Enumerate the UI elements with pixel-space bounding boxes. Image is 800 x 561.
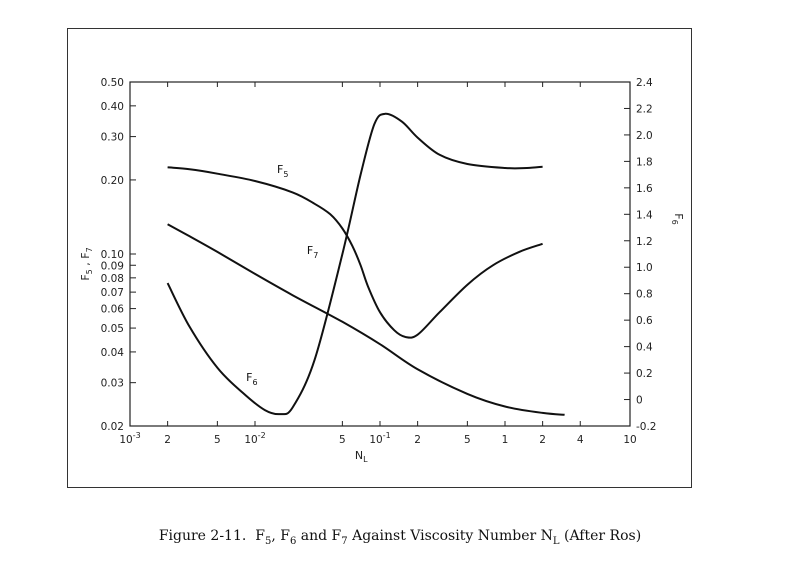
y-left-tick-label: 0.10 bbox=[101, 249, 124, 261]
y-left-title-subscript: 7 bbox=[85, 247, 94, 252]
y-left-tick-label: 0.09 bbox=[101, 260, 124, 272]
y-left-tick-label: 0.03 bbox=[101, 378, 124, 390]
series-label-subscript: 7 bbox=[313, 251, 318, 260]
x-tick-label: 10-2 bbox=[244, 431, 265, 446]
series-label-subscript: 6 bbox=[253, 378, 258, 387]
x-tick-label: 10-1 bbox=[369, 431, 390, 446]
x-tick-exponent: -1 bbox=[383, 431, 391, 440]
y-left-tick-label: 0.05 bbox=[101, 323, 124, 335]
x-tick-label: 10 bbox=[623, 434, 636, 446]
series-f7-line bbox=[167, 223, 565, 416]
series-f7-label: F7 bbox=[307, 244, 318, 260]
y-left-axis-title: F5 , F7 bbox=[79, 247, 94, 280]
series-f5-line bbox=[167, 166, 543, 339]
caption-subscript: 6 bbox=[289, 535, 297, 547]
figure-caption: Figure 2-11. F5, F6 and F7 Against Visco… bbox=[0, 528, 800, 547]
series-label-text: F bbox=[246, 371, 252, 384]
caption-text: F bbox=[255, 528, 265, 544]
y-right-tick-label: 0.4 bbox=[636, 342, 653, 354]
caption-text: and F bbox=[296, 528, 342, 544]
x-tick-label: 2 bbox=[539, 434, 546, 446]
chart: 10-3 2 5 10-2 5 10-1 2 5 1 2 4 10 0.02 0.03 0.04 0.05 0.… bbox=[79, 77, 685, 464]
y-left-title-text: , F bbox=[79, 252, 92, 269]
y-right-title-subscript: 6 bbox=[670, 220, 679, 225]
y-left-tick-label: 0.30 bbox=[101, 132, 124, 144]
y-left-tick-label: 0.06 bbox=[101, 304, 125, 316]
y-right-tick-label: 2.0 bbox=[636, 130, 653, 142]
x-axis-title-subscript: L bbox=[363, 455, 368, 464]
y-left-tick-label: 0.04 bbox=[101, 347, 125, 359]
y-left-tick-label: 0.40 bbox=[101, 101, 124, 113]
x-tick-label: 2 bbox=[164, 434, 171, 446]
y-left-tick-label: 0.50 bbox=[101, 77, 124, 89]
x-tick-label: 4 bbox=[577, 434, 584, 446]
x-tick-label: 1 bbox=[502, 434, 509, 446]
x-tick-label: 2 bbox=[414, 434, 421, 446]
y-right-title-text: F bbox=[672, 213, 685, 219]
y-right-tick-label: 0.6 bbox=[636, 315, 653, 327]
y-right-tick-label: 0.2 bbox=[636, 368, 653, 380]
x-tick-label: 5 bbox=[464, 434, 471, 446]
y-right-tick-label: 1.0 bbox=[636, 262, 653, 274]
y-left-tick-label: 0.07 bbox=[101, 287, 124, 299]
caption-prefix: Figure 2-11. bbox=[158, 528, 247, 544]
y-right-tick-label: 1.8 bbox=[636, 156, 653, 168]
caption-subscript: L bbox=[552, 535, 560, 547]
y-right-tick-label: 1.6 bbox=[636, 183, 653, 195]
caption-subscript: 5 bbox=[264, 535, 272, 547]
series-label-text: F bbox=[277, 163, 283, 176]
caption-body: F5, F6 and F7 Against Viscosity Number N… bbox=[255, 528, 642, 547]
y-left-tick-label: 0.08 bbox=[101, 273, 124, 285]
y-left-title-text: F bbox=[79, 274, 92, 280]
y-left-tick-label: 0.02 bbox=[101, 421, 124, 433]
y-right-tick-label: 2.2 bbox=[636, 103, 653, 115]
y-left-tick-label: 0.20 bbox=[101, 175, 124, 187]
x-tick-label: 5 bbox=[339, 434, 346, 446]
y-right-axis-title: F6 bbox=[670, 213, 685, 224]
plot-area bbox=[129, 81, 631, 427]
y-right-tick-label: 2.4 bbox=[636, 77, 653, 89]
caption-subscript: 7 bbox=[341, 535, 348, 547]
series-f6-label: F6 bbox=[246, 371, 257, 387]
caption-text: Against Viscosity Number N bbox=[347, 528, 553, 544]
y-right-tick-label: 1.4 bbox=[636, 209, 653, 221]
x-axis-title: NL bbox=[355, 449, 368, 464]
y-left-title-subscript: 5 bbox=[85, 269, 94, 274]
caption-text: , F bbox=[271, 528, 290, 544]
y-right-tick-label: -0.2 bbox=[636, 421, 657, 433]
x-tick-exponent: -3 bbox=[133, 431, 141, 440]
y-right-tick-label: 1.2 bbox=[636, 236, 653, 248]
caption-text: (After Ros) bbox=[559, 528, 642, 544]
series-f5-label: F5 bbox=[277, 163, 288, 179]
series-f6-line bbox=[166, 112, 543, 416]
y-right-tick-label: 0 bbox=[636, 395, 643, 407]
x-tick-label: 10-3 bbox=[119, 431, 140, 446]
figure-frame: 10-3 2 5 10-2 5 10-1 2 5 1 2 4 10 0.02 0.03 0.04 0.05 0.… bbox=[67, 28, 692, 488]
series-label-subscript: 5 bbox=[283, 170, 288, 179]
x-tick-label: 5 bbox=[214, 434, 221, 446]
y-right-tick-label: 0.8 bbox=[636, 289, 653, 301]
series-label-text: F bbox=[307, 244, 313, 257]
x-tick-exponent: -2 bbox=[258, 431, 266, 440]
